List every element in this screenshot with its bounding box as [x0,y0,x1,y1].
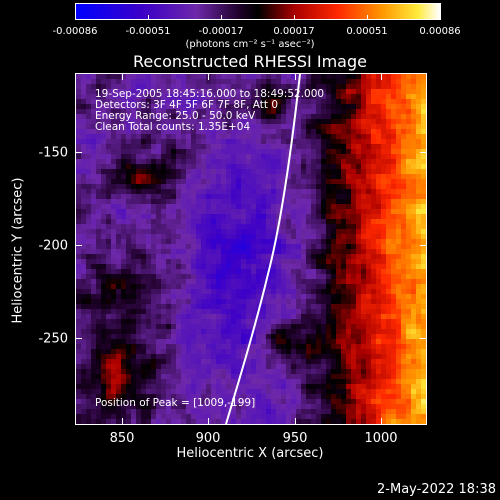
y-tick [420,152,427,153]
info-time: 19-Sep-2005 18:45:16.000 to 18:49:52.000 [95,88,325,100]
x-tick-label: 1000 [364,431,398,446]
info-peak: Position of Peak = [1009,-199] [95,397,256,409]
x-tick-label: 850 [109,431,135,446]
y-axis-title: Heliocentric Y (arcsec) [10,177,26,324]
x-tick [381,73,382,80]
x-tick [122,73,123,80]
colorbar-tick [75,15,76,20]
heatmap-image [76,74,426,424]
y-tick [420,245,427,246]
x-tick-label: 900 [195,431,221,446]
x-tick [295,418,296,425]
x-tick [208,418,209,425]
colorbar-label: 0.00086 [419,26,461,37]
colorbar-label: 0.00051 [346,26,388,37]
image-title: Reconstructed RHESSI Image [133,52,367,71]
x-tick [122,418,123,425]
y-tick [75,245,82,246]
colorbar-label: -0.00086 [52,26,98,37]
x-axis-title: Heliocentric X (arcsec) [176,446,324,461]
y-tick [75,152,82,153]
colorbar-tick [294,15,295,20]
x-tick [295,73,296,80]
colorbar-units: (photons cm⁻² s⁻¹ asec⁻²) [185,39,315,50]
colorbar-tick [148,15,149,20]
colorbar-label: 0.00017 [273,26,315,37]
info-energy: Energy Range: 25.0 - 50.0 keV [95,110,256,122]
y-tick-label: -200 [38,238,68,254]
y-tick [420,338,427,339]
info-detectors: Detectors: 3F 4F 5F 6F 7F 8F, Att 0 [95,99,279,111]
timestamp: 2-May-2022 18:38 [377,482,496,497]
colorbar-tick [440,15,441,20]
colorbar-tick [221,15,222,20]
info-clean: Clean Total counts: 1.35E+04 [95,121,251,133]
x-tick [208,73,209,80]
y-tick-label: -250 [38,331,68,347]
image-plot[interactable]: 19-Sep-2005 18:45:16.000 to 18:49:52.000… [75,73,427,425]
colorbar-label: -0.00051 [125,26,171,37]
y-tick-label: -150 [38,145,68,161]
x-tick [381,418,382,425]
solar-limb-line [225,74,301,424]
colorbar-tick [367,15,368,20]
y-tick [75,338,82,339]
colorbar [75,3,441,20]
x-tick-label: 950 [282,431,308,446]
colorbar-label: -0.00017 [198,26,244,37]
